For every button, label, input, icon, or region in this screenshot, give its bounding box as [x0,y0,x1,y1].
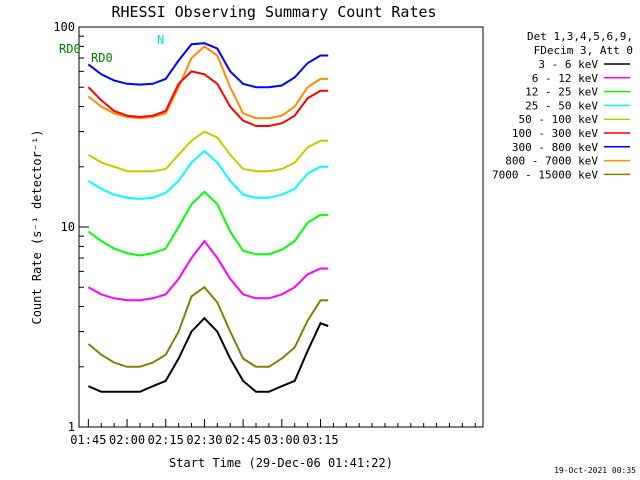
y-tick-label: 10 [61,220,75,234]
series-line [87,285,329,368]
axis-ticks: 01:45 02:00 02:15 02:30 02:45 03:00 03:15 1 10 10… [53,20,476,447]
legend-label: 7000 - 15000 keV [492,168,598,181]
x-tick-label: 03:15 [302,433,338,447]
legend-label: 300 - 800 keV [512,141,598,154]
legend-label: 12 - 25 keV [525,86,598,99]
legend-label: 6 - 12 keV [532,72,599,85]
legend-label: 100 - 300 keV [512,127,598,140]
legend-label: 50 - 100 keV [519,113,599,126]
plot-area [87,42,329,393]
chart-title: RHESSI Observing Summary Count Rates [111,3,436,21]
x-tick-label: 02:30 [186,433,222,447]
annotation-rd0-upper: RD0 [59,42,81,56]
y-tick-label: 100 [53,20,75,34]
series-line [87,190,329,257]
legend-label: 25 - 50 keV [525,99,598,112]
annotations: RD0 RD0 N [59,33,164,65]
y-axis-label: Count Rate (s⁻¹ detector⁻¹) [30,129,44,324]
x-tick-label: 01:45 [70,433,106,447]
annotation-rd0-lower: RD0 [91,51,113,65]
legend-header-line-1: Det 1,3,4,5,6,9, [527,30,633,43]
x-axis-label: Start Time (29-Dec-06 01:41:22) [169,456,393,470]
y-tick-label: 1 [68,420,75,434]
series-line [87,149,329,201]
x-tick-label: 02:45 [225,433,261,447]
timestamp-footer: 19-Oct-2021 00:35 [554,466,636,475]
legend: Det 1,3,4,5,6,9, FDecim 3, Att 0 3 - 6 k… [492,30,633,181]
legend-label: 3 - 6 keV [538,58,598,71]
annotation-n: N [157,33,164,47]
series-line [87,239,329,302]
series-line [87,45,329,120]
series-line [87,70,329,127]
x-tick-label: 02:15 [148,433,184,447]
legend-label: 800 - 7000 keV [505,155,598,168]
series-line [87,42,329,89]
series-line [88,316,329,393]
series-line [87,130,329,173]
legend-header-line-2: FDecim 3, Att 0 [534,44,633,57]
x-tick-label: 02:00 [109,433,145,447]
x-tick-label: 03:00 [264,433,300,447]
